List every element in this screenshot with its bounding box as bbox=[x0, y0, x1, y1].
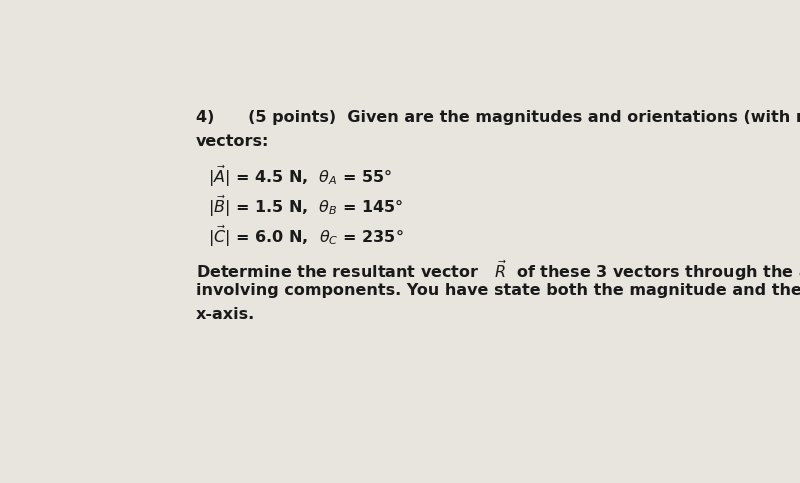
Text: $|\vec{A}|$ = 4.5 N,  $\theta_A$ = 55°: $|\vec{A}|$ = 4.5 N, $\theta_A$ = 55° bbox=[209, 164, 393, 189]
Text: vectors:: vectors: bbox=[196, 134, 270, 149]
Text: involving components. You have state both the magnitude and the angle with respe: involving components. You have state bot… bbox=[196, 283, 800, 298]
Text: Determine the resultant vector   $\vec{R}$  of these 3 vectors through the analy: Determine the resultant vector $\vec{R}$… bbox=[196, 259, 800, 283]
Text: $|\vec{C}|$ = 6.0 N,  $\theta_C$ = 235°: $|\vec{C}|$ = 6.0 N, $\theta_C$ = 235° bbox=[209, 224, 404, 249]
Text: $|\vec{B}|$ = 1.5 N,  $\theta_B$ = 145°: $|\vec{B}|$ = 1.5 N, $\theta_B$ = 145° bbox=[209, 194, 404, 219]
Text: 4)      (5 points)  Given are the magnitudes and orientations (with respect to x: 4) (5 points) Given are the magnitudes a… bbox=[196, 110, 800, 125]
Text: x-axis.: x-axis. bbox=[196, 307, 255, 322]
